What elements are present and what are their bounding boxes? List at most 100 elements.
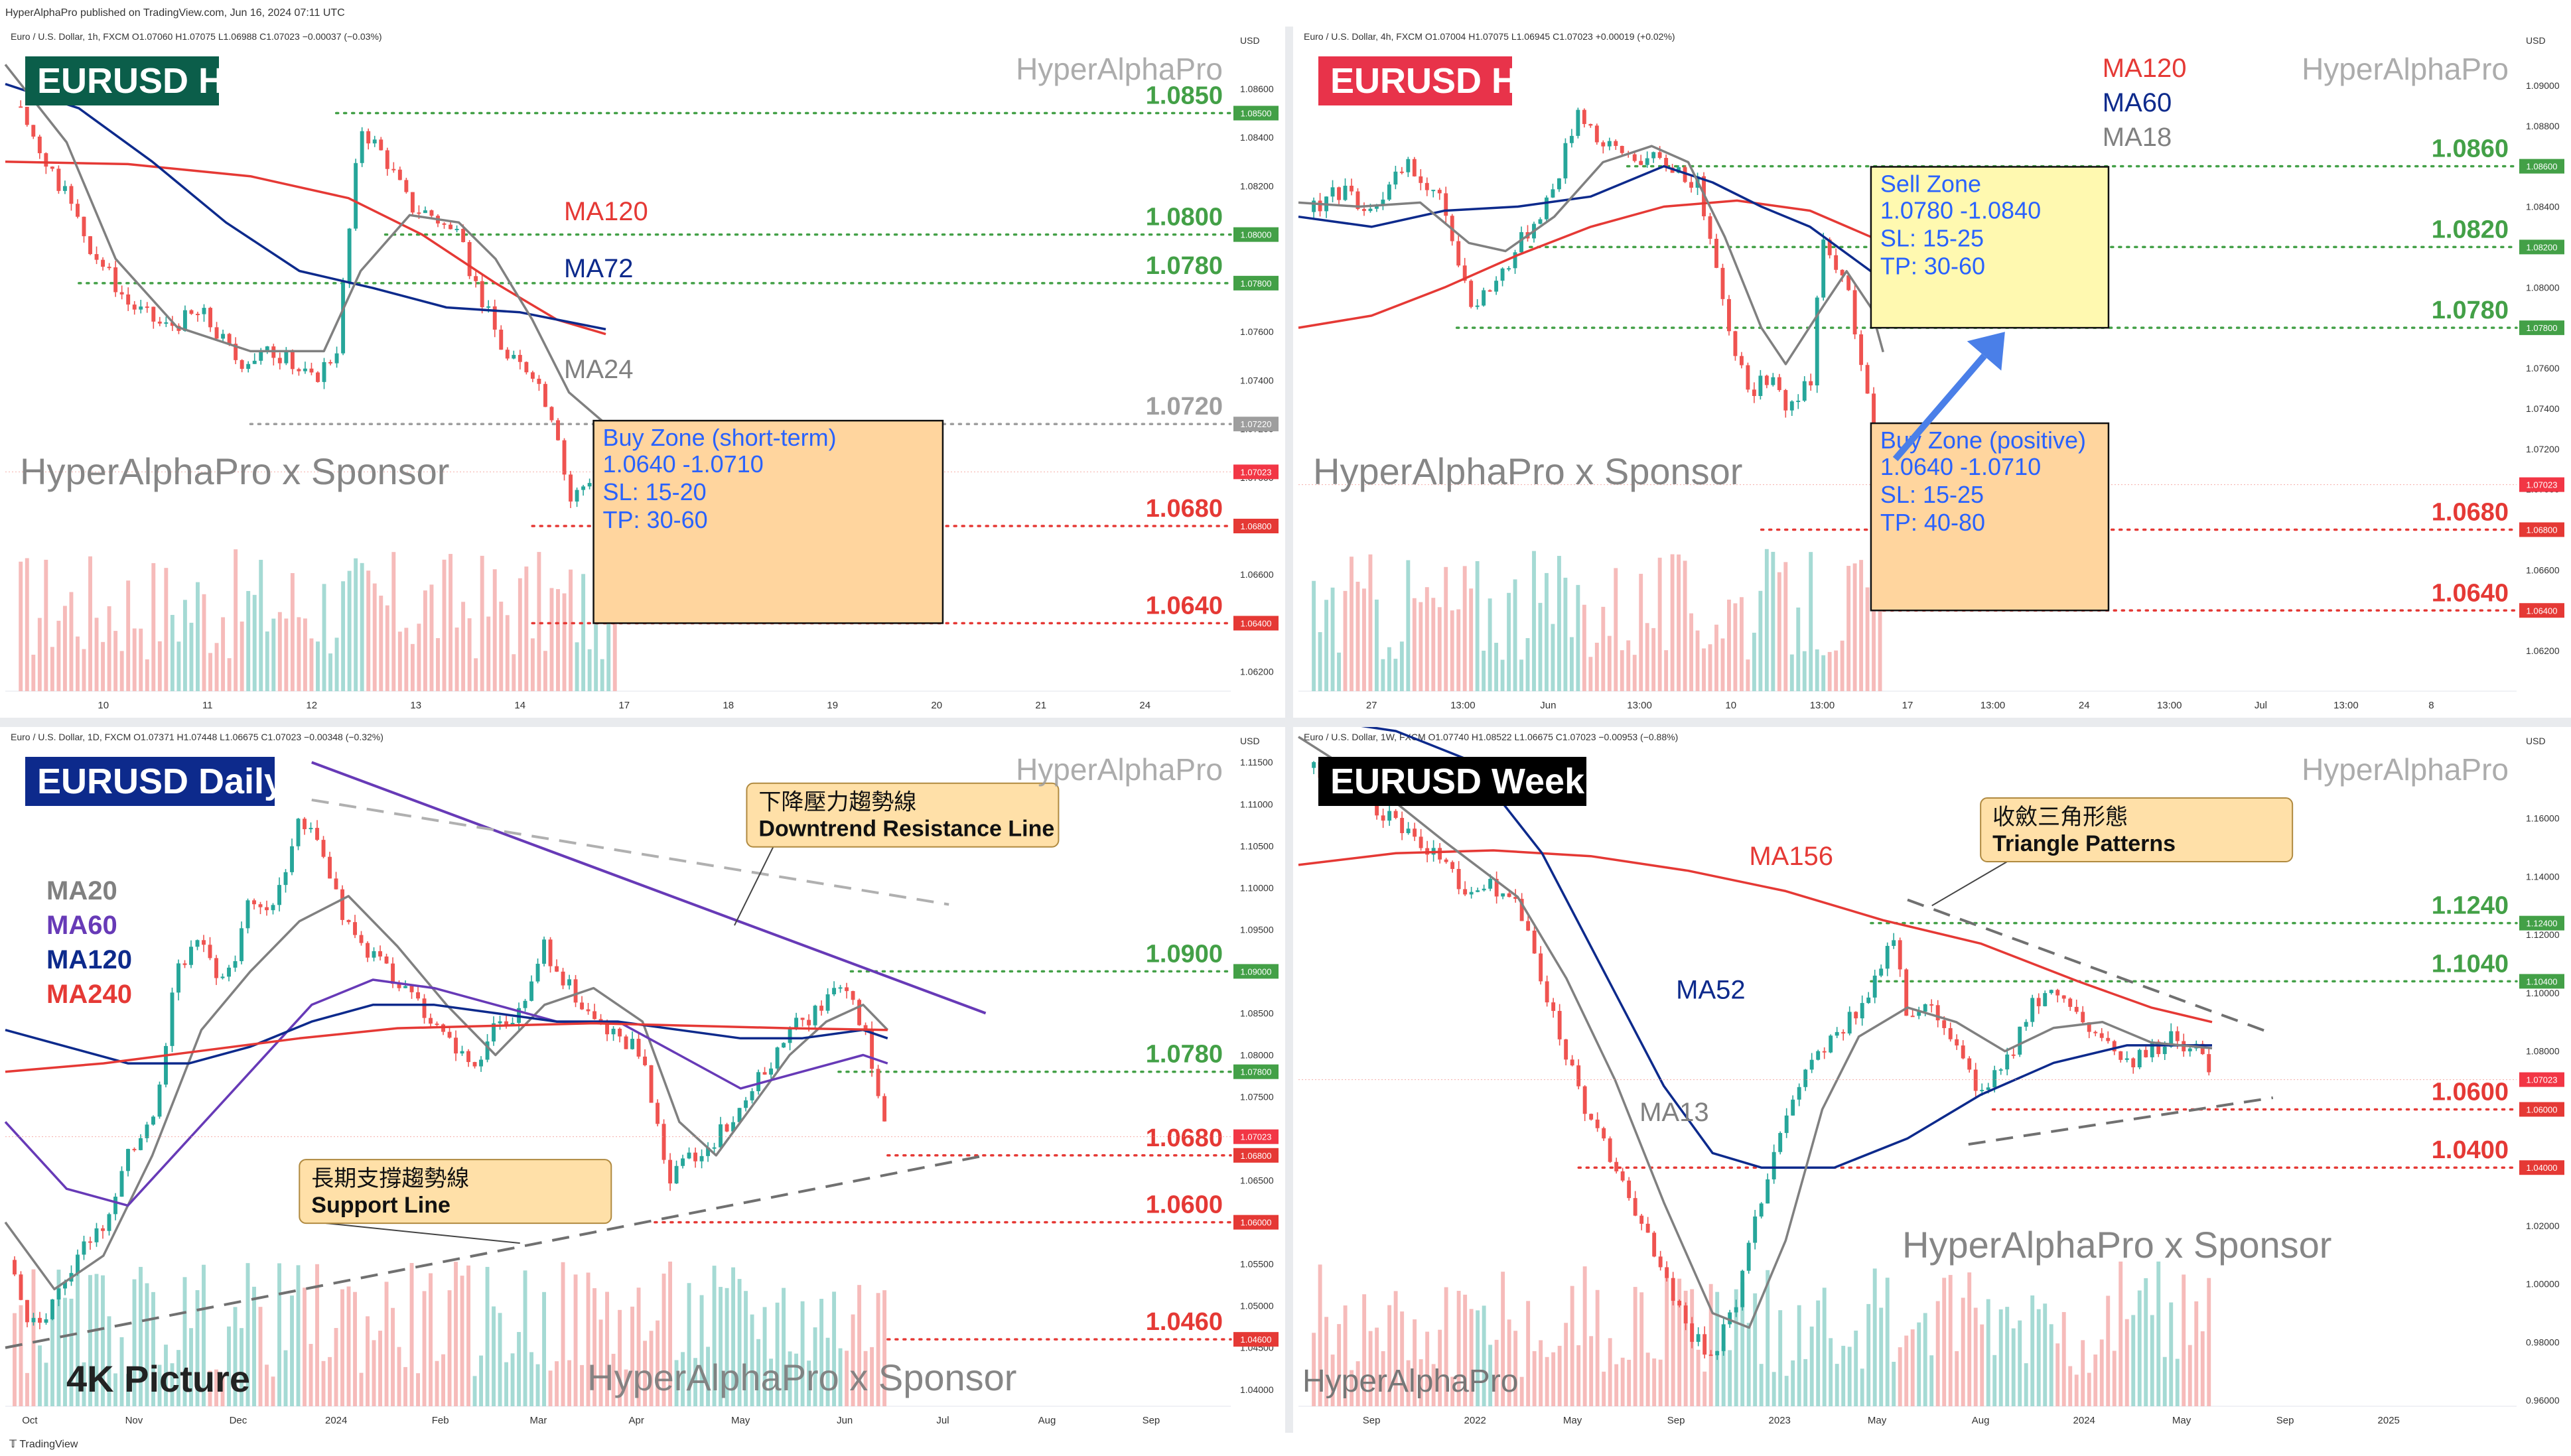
candle-body bbox=[499, 329, 504, 350]
candle-body bbox=[1507, 268, 1511, 270]
volume-bar bbox=[1708, 1284, 1713, 1406]
candle-body bbox=[76, 204, 80, 217]
candle-body bbox=[624, 1036, 628, 1049]
price-level-tag bbox=[1233, 519, 1279, 534]
candle-body bbox=[1657, 152, 1662, 159]
candle-body bbox=[359, 935, 364, 943]
volume-bar bbox=[1677, 1278, 1682, 1406]
volume-bar bbox=[1337, 1324, 1342, 1406]
price-tick-label: 1.06600 bbox=[2526, 564, 2560, 575]
price-tick-label: 1.08800 bbox=[2526, 121, 2560, 131]
volume-bar bbox=[1576, 1345, 1581, 1406]
date-tick-label: Jun bbox=[837, 1415, 853, 1426]
volume-bar bbox=[567, 1360, 571, 1406]
moving-average-line bbox=[1298, 165, 1872, 273]
price-level-label: 1.0780 bbox=[1146, 252, 1223, 280]
candle-body bbox=[284, 350, 289, 364]
volume-bar bbox=[316, 641, 320, 691]
volume-bar bbox=[442, 559, 447, 691]
volume-bar bbox=[2106, 1295, 2111, 1406]
candle-body bbox=[1456, 241, 1461, 266]
volume-bar bbox=[202, 594, 206, 691]
volume-bar bbox=[1665, 1268, 1669, 1406]
volume-bar bbox=[1739, 597, 1744, 691]
sponsor-watermark: HyperAlphaPro x Sponsor bbox=[1313, 450, 1742, 492]
volume-bar bbox=[1419, 1359, 1423, 1406]
volume-bar bbox=[372, 1340, 376, 1406]
price-tick-label: 1.08200 bbox=[1240, 180, 1274, 191]
price-level-label: 1.0460 bbox=[1146, 1308, 1223, 1336]
volume-bar bbox=[1387, 647, 1391, 691]
candle-body bbox=[618, 1028, 622, 1037]
candle-body bbox=[234, 344, 238, 360]
volume-bar bbox=[1696, 1349, 1701, 1406]
trade-zone-title: Buy Zone (short-term) bbox=[603, 424, 837, 451]
volume-bar bbox=[25, 558, 29, 691]
candle-body bbox=[94, 1228, 99, 1242]
volume-bar bbox=[429, 584, 434, 691]
price-level-tag-text: 1.06800 bbox=[1241, 1151, 1272, 1161]
annotation-pointer bbox=[734, 846, 774, 926]
volume-bar bbox=[1525, 637, 1530, 691]
volume-bar bbox=[309, 1344, 313, 1406]
last-price-tag-text: 1.07023 bbox=[1241, 467, 1272, 477]
volume-bar bbox=[1942, 1278, 1947, 1406]
candle-body bbox=[145, 306, 149, 308]
date-tick-label: 13:00 bbox=[2333, 700, 2359, 711]
candle-body bbox=[1374, 205, 1379, 209]
candle-body bbox=[1444, 193, 1448, 216]
candle-body bbox=[334, 878, 338, 890]
annotation-text-zh: 收斂三角形態 bbox=[1992, 804, 2128, 830]
candle-body bbox=[1337, 187, 1341, 200]
volume-bar bbox=[403, 1366, 407, 1406]
candle-body bbox=[1563, 143, 1568, 178]
volume-bar bbox=[76, 1262, 80, 1406]
volume-bar bbox=[1500, 659, 1505, 691]
moving-average-line bbox=[1298, 145, 1884, 365]
volume-bar bbox=[1791, 1360, 1795, 1406]
candle-body bbox=[1860, 1003, 1864, 1019]
volume-bar bbox=[1569, 637, 1574, 691]
candle-body bbox=[1500, 268, 1505, 281]
corner-label: 4K Picture bbox=[66, 1358, 250, 1400]
volume-bar bbox=[341, 581, 346, 691]
price-tick-label: 1.05500 bbox=[1240, 1259, 1274, 1270]
candle-body bbox=[1835, 1031, 1839, 1036]
volume-bar bbox=[1476, 1310, 1480, 1406]
candle-body bbox=[750, 1091, 754, 1100]
volume-bar bbox=[1753, 1293, 1758, 1406]
candle-body bbox=[1645, 1223, 1650, 1233]
volume-bar bbox=[681, 1352, 685, 1406]
volume-bar bbox=[1715, 1291, 1720, 1406]
volume-bar bbox=[1865, 587, 1870, 691]
volume-bar bbox=[384, 1282, 389, 1406]
chart-title-badge bbox=[1318, 56, 1512, 105]
candle-body bbox=[788, 1027, 792, 1043]
price-tick-label: 1.07400 bbox=[1240, 375, 1274, 385]
footer-brand: TradingView bbox=[19, 1439, 78, 1450]
candle-body bbox=[466, 1051, 470, 1063]
volume-bar bbox=[1973, 1307, 1978, 1406]
price-tick-label: 1.04000 bbox=[1240, 1384, 1274, 1395]
date-tick-label: Sep bbox=[2276, 1415, 2294, 1426]
candle-body bbox=[2150, 1041, 2154, 1057]
volume-bar bbox=[569, 569, 573, 691]
volume-bar bbox=[492, 1306, 496, 1406]
candle-body bbox=[271, 905, 275, 911]
volume-bar bbox=[1935, 1301, 1940, 1406]
volume-bar bbox=[1827, 651, 1832, 691]
moving-average-line bbox=[4, 895, 889, 1291]
candle-body bbox=[1645, 158, 1649, 165]
candle-body bbox=[303, 819, 307, 830]
volume-bar bbox=[1758, 590, 1763, 691]
volume-bar bbox=[454, 628, 459, 691]
volume-bar bbox=[220, 1375, 225, 1406]
candle-body bbox=[1450, 862, 1455, 870]
volume-bar bbox=[537, 552, 541, 691]
candle-body bbox=[454, 228, 459, 230]
volume-bar bbox=[265, 631, 269, 691]
volume-bar bbox=[1840, 640, 1844, 691]
volume-bar bbox=[1513, 1331, 1518, 1406]
price-tick-label: 1.06500 bbox=[1240, 1175, 1274, 1186]
candle-body bbox=[2081, 1012, 2085, 1023]
